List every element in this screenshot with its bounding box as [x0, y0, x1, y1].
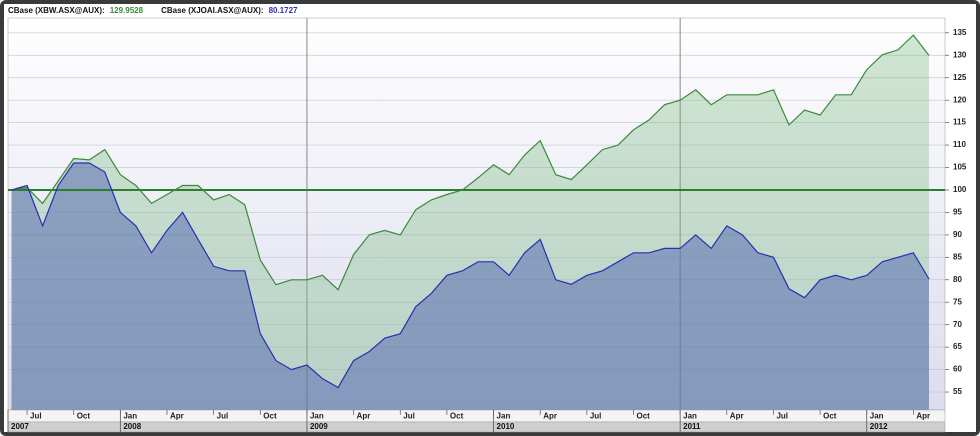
year-label: 2009: [310, 422, 328, 431]
legend-value: 129.9528: [110, 6, 144, 15]
x-tick-label: Oct: [823, 412, 837, 421]
y-tick-label: 100: [953, 185, 967, 194]
y-tick-label: 115: [953, 118, 966, 127]
year-label: 2012: [870, 422, 888, 431]
y-tick-label: 135: [953, 28, 967, 37]
legend: CBase (XBW.ASX@AUX): 129.9528 CBase (XJOAI…: [8, 6, 298, 15]
series-line: [11, 34, 930, 291]
x-tick-label: Jan: [683, 412, 697, 421]
x-axis-band: [7, 409, 946, 423]
year-band: [7, 421, 946, 433]
x-tick-label: Oct: [637, 412, 651, 421]
legend-name: CBase (XBW.ASX@AUX):: [8, 6, 105, 15]
x-tick-label: Oct: [77, 412, 91, 421]
y-tick-label: 130: [953, 50, 967, 59]
year-label: 2010: [497, 422, 515, 431]
y-tick-label: 95: [953, 208, 962, 217]
x-tick-label: Oct: [450, 412, 464, 421]
x-tick-label: Apr: [170, 412, 184, 421]
x-tick-label: Apr: [543, 412, 557, 421]
y-tick-label: 120: [953, 95, 967, 104]
y-tick-label: 105: [953, 163, 967, 172]
x-tick-label: Apr: [730, 412, 744, 421]
series-area: [11, 163, 929, 410]
x-tick-label: Jul: [590, 412, 602, 421]
y-tick-label: 70: [953, 320, 962, 329]
y-tick-label: 80: [953, 275, 962, 284]
x-tick-label: Jan: [870, 412, 884, 421]
x-tick-label: Apr: [916, 412, 930, 421]
x-tick-label: Jul: [30, 412, 42, 421]
year-label: 2008: [123, 422, 141, 431]
year-label: 2011: [683, 422, 701, 431]
series-line: [11, 162, 930, 389]
y-tick-label: 125: [953, 73, 967, 82]
y-tick-label: 65: [953, 342, 962, 351]
y-tick-label: 90: [953, 230, 962, 239]
legend-name: CBase (XJOAI.ASX@AUX):: [161, 6, 264, 15]
year-label: 2007: [11, 422, 29, 431]
x-tick-label: Oct: [263, 412, 277, 421]
y-tick-label: 75: [953, 297, 962, 306]
x-tick-label: Jul: [403, 412, 415, 421]
x-tick-label: Jan: [310, 412, 324, 421]
x-tick-label: Jul: [776, 412, 788, 421]
x-tick-label: Jan: [497, 412, 511, 421]
y-tick-label: 55: [953, 387, 962, 396]
x-tick-label: Apr: [357, 412, 371, 421]
legend-value: 80.1727: [269, 6, 298, 15]
y-tick-label: 60: [953, 365, 962, 374]
y-tick-label: 110: [953, 140, 966, 149]
x-tick-label: Jul: [217, 412, 229, 421]
y-tick-label: 85: [953, 252, 962, 261]
x-tick-label: Jan: [123, 412, 137, 421]
